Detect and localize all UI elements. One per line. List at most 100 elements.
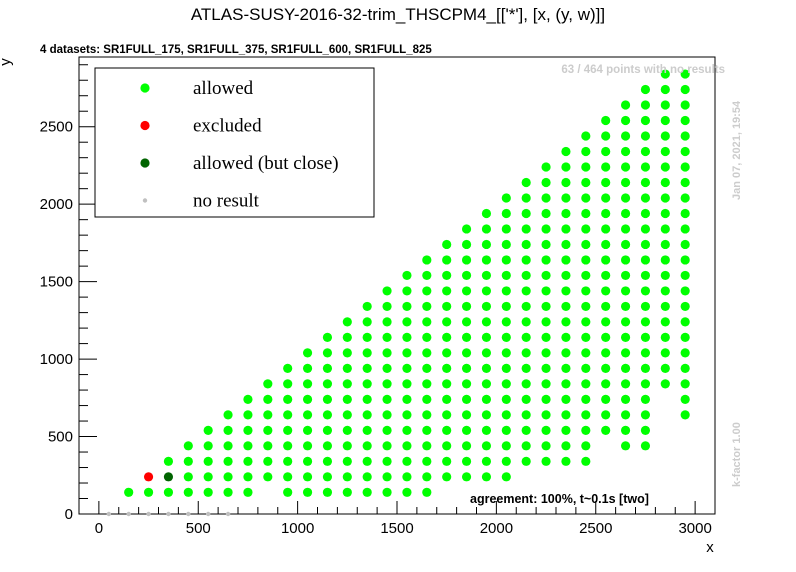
data-point [641, 85, 650, 94]
data-point [661, 255, 670, 264]
data-point [343, 488, 352, 497]
data-point [641, 348, 650, 357]
data-point [541, 364, 550, 373]
data-point [243, 410, 252, 419]
data-point [581, 224, 590, 233]
data-point [263, 426, 272, 435]
data-point [442, 317, 451, 326]
data-point [243, 441, 252, 450]
agreement-label: agreement: 100%, t~0.1s [two] [470, 492, 649, 506]
data-point [522, 224, 531, 233]
data-point [661, 147, 670, 156]
data-point [601, 116, 610, 125]
data-point [601, 271, 610, 280]
data-point [541, 395, 550, 404]
data-point [422, 255, 431, 264]
data-point [223, 410, 232, 419]
data-point [641, 364, 650, 373]
data-point [681, 209, 690, 218]
data-point [681, 178, 690, 187]
x-tick-label: 2000 [480, 520, 513, 537]
data-point [601, 395, 610, 404]
data-point [382, 457, 391, 466]
data-point [522, 333, 531, 342]
data-point [661, 348, 670, 357]
data-point [661, 302, 670, 311]
data-point [323, 488, 332, 497]
data-point [621, 131, 630, 140]
data-point [601, 255, 610, 264]
data-point [601, 209, 610, 218]
data-point [283, 426, 292, 435]
legend-marker [140, 121, 149, 130]
data-point [402, 472, 411, 481]
data-point [502, 193, 511, 202]
data-point [382, 426, 391, 435]
data-point [462, 426, 471, 435]
data-point [363, 333, 372, 342]
legend-marker [143, 198, 147, 202]
data-point [343, 364, 352, 373]
data-point [661, 286, 670, 295]
data-point [561, 379, 570, 388]
data-point [263, 441, 272, 450]
data-point [402, 488, 411, 497]
data-point [621, 178, 630, 187]
data-point [561, 240, 570, 249]
data-point [303, 488, 312, 497]
data-point [422, 317, 431, 326]
data-point [561, 178, 570, 187]
data-point [522, 410, 531, 419]
data-point [502, 271, 511, 280]
data-point [323, 379, 332, 388]
data-point [681, 379, 690, 388]
data-point [283, 395, 292, 404]
data-point [561, 333, 570, 342]
data-point [402, 395, 411, 404]
data-point [541, 162, 550, 171]
data-point [621, 379, 630, 388]
data-point [601, 286, 610, 295]
data-point [541, 271, 550, 280]
data-point [581, 209, 590, 218]
data-point [541, 426, 550, 435]
data-point [422, 271, 431, 280]
data-point [124, 488, 133, 497]
data-point [283, 441, 292, 450]
data-point [541, 240, 550, 249]
x-axis-label: x [706, 539, 714, 556]
data-point [462, 224, 471, 233]
data-point [581, 410, 590, 419]
data-point [263, 395, 272, 404]
data-point [661, 100, 670, 109]
data-point [621, 209, 630, 218]
data-point [661, 224, 670, 233]
data-point [681, 271, 690, 280]
data-point [223, 426, 232, 435]
data-point [263, 410, 272, 419]
data-point [641, 224, 650, 233]
data-point [303, 457, 312, 466]
data-point [303, 395, 312, 404]
data-point [402, 457, 411, 466]
data-point [343, 348, 352, 357]
data-point [462, 472, 471, 481]
data-point [402, 364, 411, 373]
data-point [462, 286, 471, 295]
data-point [382, 441, 391, 450]
data-point [601, 333, 610, 342]
data-point [226, 512, 230, 516]
x-tick-label: 2500 [579, 520, 612, 537]
data-point [482, 240, 491, 249]
data-point [422, 457, 431, 466]
legend-marker [140, 158, 149, 167]
data-point [382, 302, 391, 311]
data-point [482, 271, 491, 280]
data-point [283, 472, 292, 481]
data-point [363, 426, 372, 435]
data-point [482, 426, 491, 435]
data-point [522, 302, 531, 311]
data-point [382, 395, 391, 404]
data-point [522, 193, 531, 202]
data-point [323, 410, 332, 419]
